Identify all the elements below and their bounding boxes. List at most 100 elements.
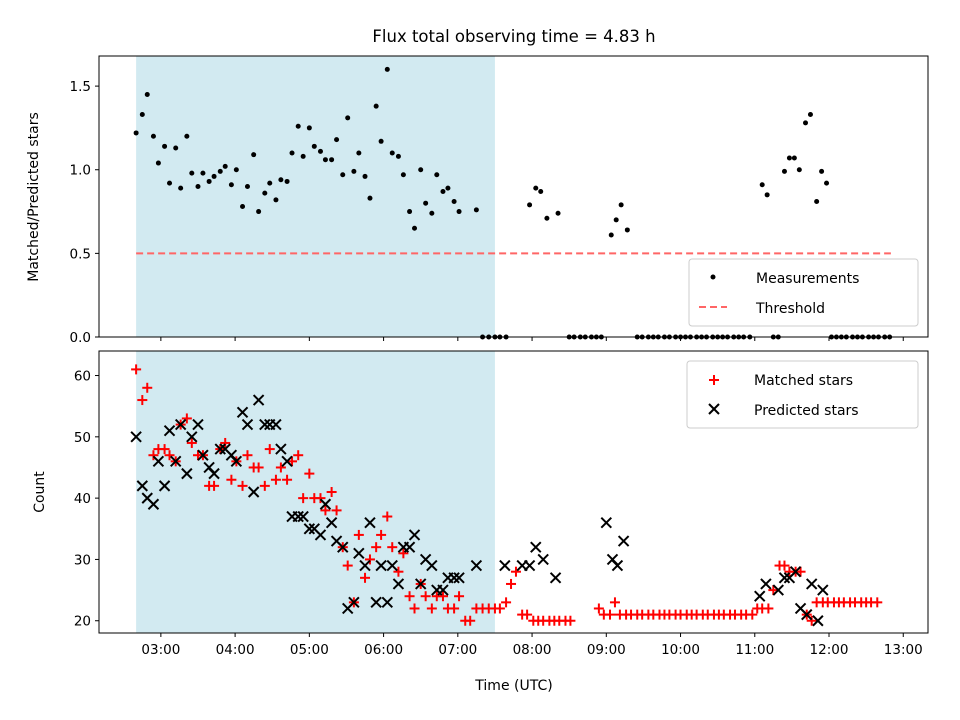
matched-star-point [449, 603, 460, 614]
measurement-point [819, 168, 825, 174]
observing-interval-shade [136, 56, 495, 337]
predicted-star-point [778, 572, 791, 584]
predicted-star-point [370, 596, 382, 609]
measurement-point [195, 183, 201, 189]
matched-star-point [806, 615, 817, 626]
measurement-point [240, 204, 246, 210]
count-legend-box [686, 360, 919, 429]
measurement-point [378, 138, 384, 144]
x-tick-label: 13:00 [884, 642, 923, 658]
matched-star-point [220, 437, 231, 448]
measurement-point [824, 180, 830, 186]
matched-star-point [264, 444, 275, 455]
predicted-star-point [241, 418, 254, 431]
measurement-point [814, 199, 820, 205]
matched-star-point [360, 572, 371, 583]
measurement-point [217, 168, 223, 174]
measurement-point [173, 145, 179, 151]
measurement-point [211, 173, 217, 179]
matched-star-point [142, 382, 153, 393]
matched-star-point [137, 395, 148, 406]
measurement-point [206, 178, 212, 184]
measurement-point [184, 133, 190, 139]
predicted-star-point [617, 535, 630, 547]
measurement-point [362, 173, 368, 179]
measurement-point [544, 215, 550, 221]
matched-star-point [226, 474, 237, 485]
predicted-star-point [270, 418, 282, 431]
measurement-point [284, 178, 290, 184]
matched-star-point [293, 450, 304, 461]
y-tick-label: 60 [74, 369, 91, 385]
predicted-star-point [314, 529, 327, 541]
measurement-point [278, 177, 284, 183]
matched-star-point [376, 529, 387, 540]
measurement-point [440, 188, 446, 194]
predicted-star-point [152, 455, 165, 468]
measurement-point [289, 150, 295, 156]
matched-star-point [437, 591, 448, 602]
legend-predicted-label: Predicted stars [754, 403, 859, 419]
matched-star-point [454, 591, 465, 602]
measurement-point [791, 155, 797, 161]
matched-star-point [506, 578, 517, 589]
x-tick-label: 06:00 [364, 642, 403, 658]
predicted-star-point [805, 578, 818, 590]
x-tick-label: 05:00 [290, 642, 329, 658]
predicted-star-point [297, 510, 309, 523]
measurement-point [251, 152, 257, 158]
predicted-star-point [247, 486, 260, 498]
predicted-star-point [426, 559, 438, 572]
matched-star-point [364, 554, 375, 565]
count-y-axis-label: Count [32, 471, 48, 513]
predicted-star-point [181, 467, 193, 480]
predicted-star-point [375, 559, 387, 572]
predicted-star-point [364, 516, 376, 529]
predicted-star-point [448, 572, 460, 584]
measurement-point [781, 168, 787, 174]
measurement-point [624, 227, 630, 233]
predicted-star-point [192, 418, 204, 431]
matched-star-point [382, 511, 393, 522]
measurement-point [139, 112, 145, 118]
measurement-point [473, 207, 479, 213]
x-tick-label: 11:00 [735, 642, 774, 658]
measurement-point [389, 150, 395, 156]
measurement-point [429, 210, 435, 216]
ratio-y-axis-label: Matched/Predicted stars [26, 112, 42, 282]
count-axes: 20 30 40 50 60 03:00 04:00 05:00 06:00 07:00 08:00… [74, 369, 923, 658]
predicted-star-point [754, 590, 766, 602]
predicted-star-point [348, 596, 360, 609]
x-tick-label: 12:00 [810, 642, 849, 658]
measurement-point [759, 182, 765, 188]
predicted-star-point [381, 596, 394, 609]
measurement-point [538, 188, 544, 194]
matched-star-point [259, 480, 270, 491]
predicted-star-point [392, 578, 405, 590]
measurement-point [796, 167, 802, 173]
y-tick-label: 0.5 [70, 246, 91, 262]
predicted-star-point [281, 455, 293, 468]
measurement-point [618, 202, 624, 208]
predicted-star-point [208, 467, 220, 480]
predicted-star-point [403, 541, 416, 553]
predicted-star-point [537, 553, 549, 566]
measurement-point [233, 167, 239, 173]
predicted-star-point [453, 572, 465, 584]
predicted-star-point [600, 516, 613, 529]
measurement-point [527, 202, 533, 208]
predicted-star-point [252, 394, 265, 406]
matched-star-point [795, 566, 806, 577]
matched-star-point [593, 603, 604, 614]
predicted-star-point [801, 608, 813, 621]
predicted-star-point [789, 565, 802, 578]
measurement-point [200, 170, 206, 176]
matched-star-point [282, 474, 293, 485]
matched-star-point [426, 603, 437, 614]
measurement-point [456, 209, 462, 215]
measurement-point [267, 180, 273, 186]
matched-star-point [186, 437, 197, 448]
measurement-point [228, 182, 234, 188]
predicted-star-point [611, 559, 624, 572]
